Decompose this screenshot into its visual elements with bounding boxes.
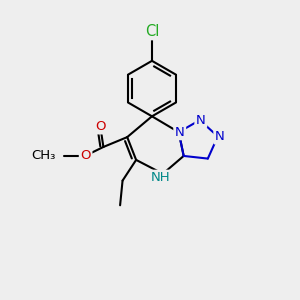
Text: Cl: Cl (145, 24, 159, 39)
Text: O: O (80, 149, 91, 162)
Text: O: O (95, 120, 106, 133)
Text: N: N (215, 130, 225, 143)
Text: NH: NH (151, 171, 171, 184)
Text: CH₃: CH₃ (32, 149, 56, 162)
Text: N: N (196, 114, 206, 127)
Text: N: N (175, 126, 184, 139)
